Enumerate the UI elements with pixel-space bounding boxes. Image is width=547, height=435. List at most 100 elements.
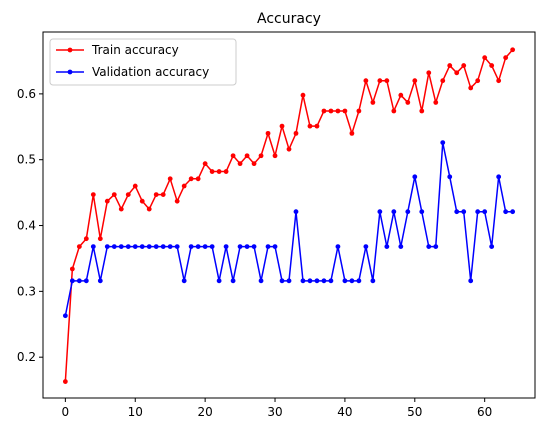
legend-train-marker: [67, 47, 73, 53]
data-point: [286, 146, 292, 152]
legend-validation-label: Validation accuracy: [92, 65, 209, 79]
data-point: [314, 123, 320, 129]
data-point: [349, 130, 355, 136]
data-point: [97, 236, 103, 242]
data-point: [335, 244, 341, 249]
data-point: [328, 108, 334, 114]
data-point: [349, 278, 355, 284]
data-point: [279, 123, 285, 129]
data-point: [370, 100, 376, 105]
data-point: [209, 244, 215, 249]
data-point: [62, 379, 68, 384]
data-point: [76, 244, 82, 249]
data-point: [167, 176, 173, 182]
data-point: [251, 244, 257, 249]
data-point: [489, 63, 495, 68]
data-point: [251, 161, 257, 167]
data-point: [174, 198, 180, 204]
data-point: [97, 278, 103, 284]
data-point: [146, 244, 152, 249]
data-point: [426, 70, 432, 76]
data-point: [398, 92, 404, 98]
data-point: [62, 313, 68, 319]
data-point: [328, 278, 334, 284]
data-point: [482, 55, 488, 61]
data-point: [300, 278, 306, 284]
data-point: [125, 192, 131, 197]
data-point: [321, 108, 327, 114]
data-point: [153, 192, 159, 197]
data-point: [272, 153, 278, 159]
x-tick-label: 20: [197, 405, 212, 419]
data-point: [188, 176, 194, 182]
data-point: [391, 209, 397, 215]
data-point: [503, 55, 509, 61]
data-point: [244, 244, 250, 249]
data-point: [216, 278, 222, 284]
data-point: [300, 92, 306, 98]
data-point: [454, 209, 460, 215]
data-point: [223, 169, 229, 174]
data-point: [363, 244, 369, 249]
data-point: [104, 244, 110, 249]
data-point: [454, 70, 460, 76]
data-point: [307, 278, 313, 284]
data-point: [377, 209, 383, 215]
legend: Train accuracy Validation accuracy: [49, 38, 237, 86]
data-point: [377, 78, 383, 84]
data-point: [468, 85, 474, 91]
data-point: [426, 244, 432, 249]
data-point: [482, 209, 488, 215]
data-point: [195, 244, 201, 249]
data-point: [405, 100, 411, 105]
data-point: [398, 244, 404, 249]
chart-title: Accuracy: [257, 11, 321, 27]
data-point: [111, 192, 117, 197]
data-point: [111, 244, 117, 249]
data-point: [321, 278, 327, 284]
data-point: [104, 198, 110, 204]
data-point: [153, 244, 159, 249]
x-tick-label: 30: [267, 405, 282, 419]
data-point: [90, 192, 96, 197]
data-point: [461, 63, 467, 68]
data-point: [237, 244, 243, 249]
data-point: [216, 169, 222, 174]
data-point: [475, 209, 481, 215]
series-layer: [62, 47, 516, 384]
data-point: [510, 209, 516, 215]
data-point: [342, 108, 348, 114]
data-point: [286, 278, 292, 284]
y-tick-label: 0.5: [17, 153, 36, 167]
data-point: [496, 174, 502, 180]
x-axis: 0 10 20 30 40 50 60: [62, 398, 492, 419]
data-point: [167, 244, 173, 249]
data-point: [363, 78, 369, 84]
data-point: [370, 278, 376, 284]
data-point: [384, 78, 390, 84]
data-point: [237, 161, 243, 167]
y-tick-label: 0.4: [17, 219, 36, 233]
data-point: [440, 140, 446, 145]
data-point: [412, 174, 418, 180]
data-point: [223, 244, 229, 249]
data-point: [83, 278, 89, 284]
data-point: [356, 278, 362, 284]
data-point: [293, 130, 299, 136]
data-point: [118, 206, 124, 212]
data-point: [412, 78, 418, 84]
x-tick-label: 10: [128, 405, 143, 419]
data-point: [202, 244, 208, 249]
data-point: [90, 244, 96, 249]
data-point: [440, 78, 446, 84]
data-point: [279, 278, 285, 284]
data-point: [139, 244, 145, 249]
legend-train-label: Train accuracy: [91, 43, 179, 57]
data-point: [314, 278, 320, 284]
data-point: [496, 78, 502, 84]
y-tick-label: 0.2: [17, 350, 36, 364]
data-point: [419, 209, 425, 215]
legend-box: [49, 38, 237, 86]
data-point: [265, 130, 271, 136]
